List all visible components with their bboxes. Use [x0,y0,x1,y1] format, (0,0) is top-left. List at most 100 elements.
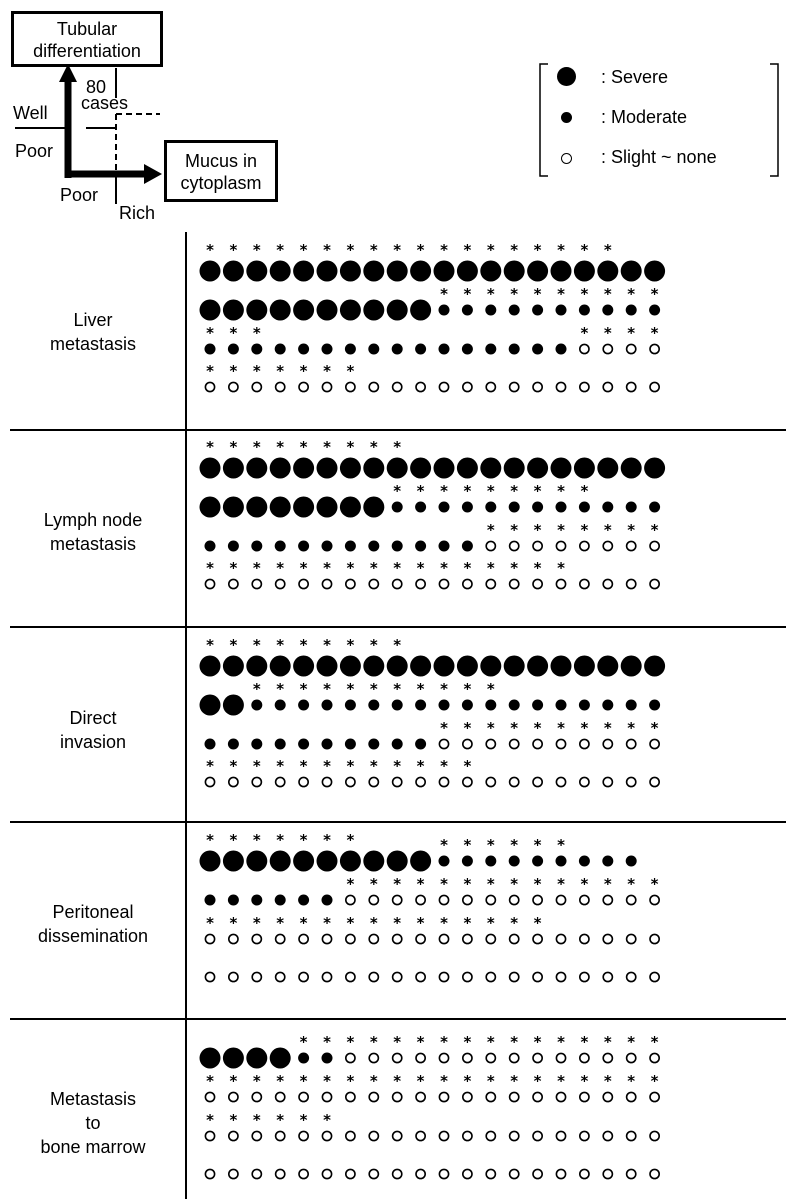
significance-star: * [206,241,214,259]
severe-mark [644,260,666,282]
slight-mark [532,933,543,945]
significance-star: * [370,757,378,775]
severe-mark [410,655,432,677]
panel-direct: * * * * * * * * * * * * * * * * * * * * * * * * * * * * * * * * * * * * * * * *… [199,636,666,788]
moderate-mark [485,501,497,513]
significance-star: * [487,875,495,893]
severe-mark [293,496,315,518]
significance-star: * [393,914,401,932]
slight-mark [625,1052,637,1064]
severe-mark [293,260,315,282]
mucus-box-line2: cytoplasm [180,173,262,193]
significance-star: * [487,241,495,259]
significance-star: * [276,1111,284,1129]
significance-star: * [651,1072,659,1090]
severe-mark [573,655,595,677]
severe-mark [503,457,525,479]
legend-brackets [539,63,779,177]
slight-mark [227,776,239,788]
significance-star: * [557,836,565,854]
slight-mark [508,381,520,393]
significance-star: * [580,875,588,893]
significance-star: * [323,1072,331,1090]
severe-mark [620,655,642,677]
moderate-mark [368,540,380,552]
slight-mark [415,381,426,393]
moderate-mark [344,699,356,711]
moderate-mark [415,699,427,711]
significance-star: * [463,1033,471,1051]
significance-star: * [346,559,354,577]
slight-mark [391,1052,403,1064]
slight-mark [344,894,356,906]
significance-star: * [510,521,518,539]
severe-mark [456,655,478,677]
tubular-differentiation-box: Tubular differentiation [11,11,163,67]
panel-label-direct-line1: Direct [69,708,117,728]
severe-mark [644,655,666,677]
slight-mark [555,1168,567,1180]
slight-mark [438,1091,450,1103]
severe-mark [339,496,361,518]
slight-mark [649,540,660,552]
slight-mark [227,1091,239,1103]
slight-mark [602,1052,614,1064]
slight-mark [485,738,497,750]
moderate-mark [227,343,239,355]
severe-mark [597,260,619,282]
slight-mark [461,578,473,590]
slight-mark [555,578,567,590]
slight-mark [415,578,426,590]
severe-mark [246,655,268,677]
slight-mark [485,971,497,983]
significance-star: * [253,324,261,342]
significance-star: * [604,1072,612,1090]
moderate-mark [438,855,450,867]
slight-mark [274,1168,286,1180]
significance-star: * [229,241,237,259]
significance-star: * [253,438,261,456]
significance-star: * [300,1072,308,1090]
panel-label-bone-line1: Metastasis [49,1089,137,1109]
significance-star: * [229,559,237,577]
slight-mark [251,933,263,945]
slight-mark [532,776,543,788]
severe-mark [386,655,408,677]
significance-star: * [440,241,448,259]
slight-mark [321,1130,333,1142]
significance-star: * [370,680,378,698]
panel-label-peritoneal: Peritoneal dissemination [0,900,186,948]
severe-mark [573,457,595,479]
slight-mark [602,1168,614,1180]
significance-star: * [557,1072,565,1090]
slight-mark [391,776,403,788]
slight-mark [532,540,543,552]
moderate-mark [508,304,520,316]
significance-star: * [440,914,448,932]
slight-mark [461,738,473,750]
panel-label-liver-line1: Liver [73,310,113,330]
significance-star: * [487,482,495,500]
severe-mark [410,457,432,479]
severe-mark [199,457,221,479]
slight-mark [625,894,637,906]
significance-star: * [417,559,425,577]
significance-star: * [534,482,542,500]
slight-mark [344,933,356,945]
significance-star: * [370,241,378,259]
moderate-mark [391,343,403,355]
severe-mark [363,299,385,321]
significance-star: * [463,241,471,259]
slight-mark [602,381,614,393]
significance-star: * [487,1072,495,1090]
moderate-mark [368,699,380,711]
significance-star: * [487,719,495,737]
moderate-mark [251,540,263,552]
slight-mark [649,381,660,393]
significance-star: * [463,875,471,893]
panel-label-liver-line2: metastasis [49,334,137,354]
slight-mark [485,381,497,393]
moderate-mark [251,738,263,750]
moderate-mark [321,540,333,552]
significance-star: * [276,914,284,932]
